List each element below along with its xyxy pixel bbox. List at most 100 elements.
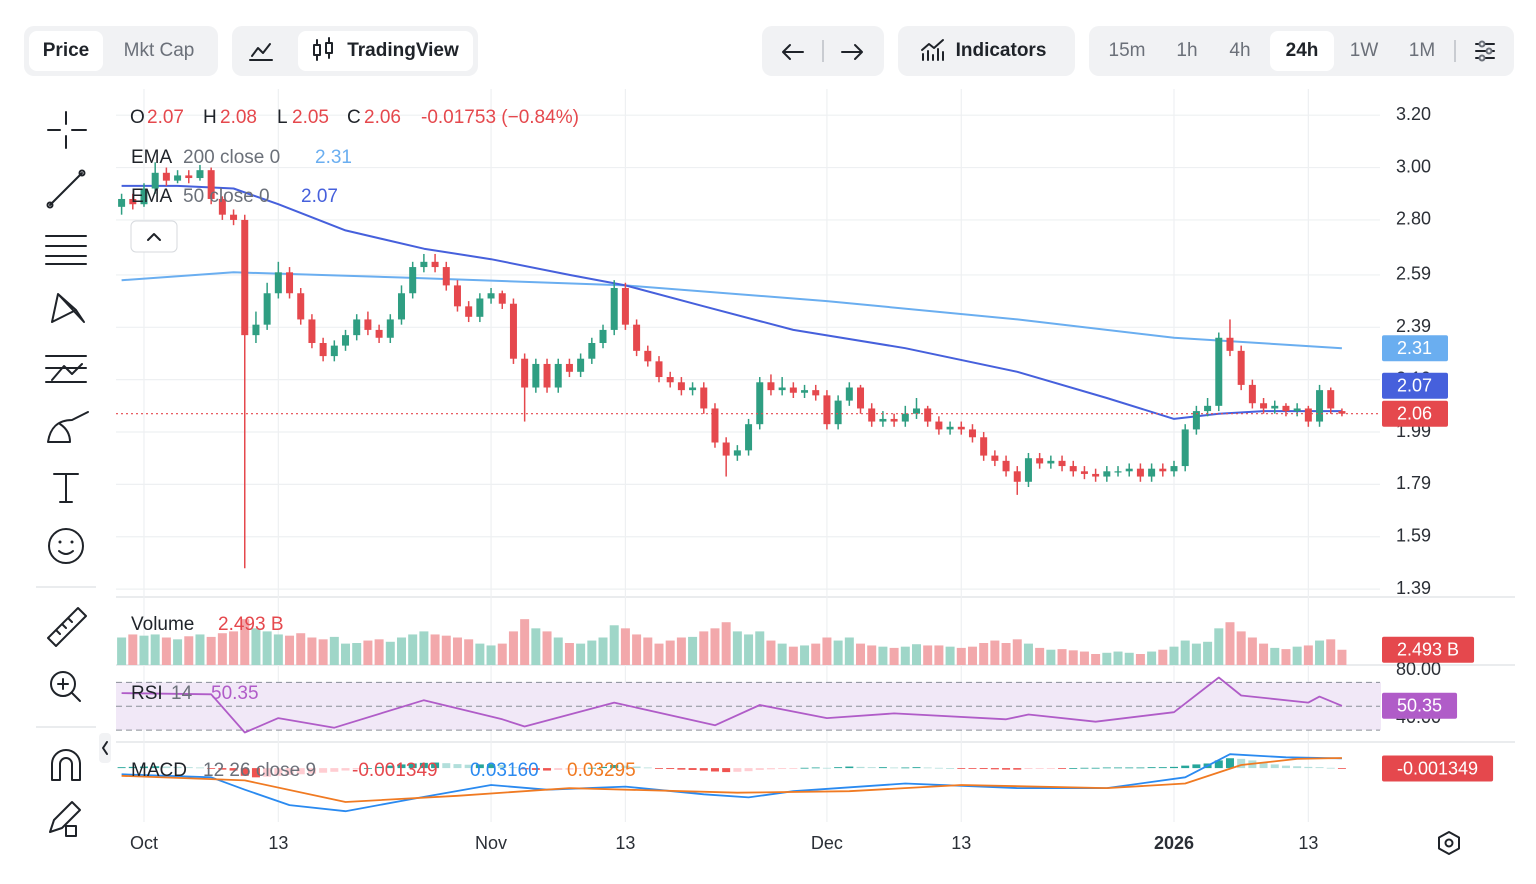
volume-bar	[732, 631, 742, 665]
volume-bar	[452, 637, 462, 665]
candle-body	[174, 175, 182, 181]
forward-button[interactable]	[841, 44, 863, 60]
settings-button[interactable]	[1475, 40, 1495, 62]
volume-bar	[1236, 631, 1246, 665]
emoji-tool[interactable]	[48, 528, 84, 564]
volume-bar	[643, 637, 653, 665]
macd-histogram-bar	[531, 768, 540, 770]
macd-histogram-bar	[397, 764, 406, 769]
volume-bar	[161, 637, 171, 665]
x-tick-label: Dec	[811, 833, 843, 853]
volume-bar	[856, 643, 866, 665]
back-button[interactable]	[782, 44, 804, 60]
volume-bar	[150, 634, 160, 665]
macd-histogram-bar	[1136, 767, 1145, 769]
interval[interactable]: 1M	[1409, 40, 1435, 61]
candle-body	[521, 358, 529, 388]
candle-body	[1159, 468, 1167, 472]
brush-tool[interactable]	[47, 411, 89, 443]
volume-bar	[755, 631, 765, 665]
volume-bar	[923, 645, 933, 665]
fib-tool[interactable]	[45, 235, 87, 265]
candle-body	[330, 345, 338, 357]
macd-histogram-bar	[901, 767, 910, 769]
volume-bar	[867, 645, 877, 665]
macd-histogram-bar	[811, 767, 820, 769]
volume-bar	[430, 634, 440, 665]
interval[interactable]: 1W	[1350, 40, 1379, 61]
interval[interactable]: 4h	[1229, 40, 1250, 61]
macd-histogram-bar	[1192, 764, 1201, 769]
indicators-button[interactable]	[898, 26, 1075, 76]
macd-histogram-bar	[733, 768, 742, 772]
active-toggle[interactable]	[298, 31, 473, 71]
tradingview-tab[interactable]: TradingView	[347, 40, 459, 61]
volume-bar	[486, 645, 496, 665]
interval[interactable]: 1h	[1176, 40, 1197, 61]
candle-body	[733, 450, 741, 456]
macd-histogram-bar	[1102, 767, 1111, 769]
active-interval[interactable]	[1270, 31, 1334, 71]
legend-name: Volume	[131, 614, 194, 635]
legend-low: 2.05	[292, 107, 329, 128]
crosshair-tool[interactable]	[47, 111, 87, 149]
mktcap-tab[interactable]: Mkt Cap	[124, 40, 195, 61]
active-toggle[interactable]	[29, 31, 103, 71]
text-tool[interactable]	[53, 473, 79, 503]
candle-body	[1304, 408, 1312, 422]
macd-histogram-bar	[296, 768, 305, 775]
macd-histogram-bar	[867, 767, 876, 769]
candle-body	[118, 198, 126, 207]
candle-body	[1080, 471, 1088, 474]
legend-name: MACD	[131, 760, 187, 781]
candle-icon	[313, 37, 333, 61]
line-chart-icon[interactable]	[249, 43, 273, 61]
value-tag-label: 50.35	[1397, 696, 1442, 716]
macd-histogram-bar	[1315, 767, 1324, 769]
price-tab[interactable]: Price	[43, 40, 89, 61]
volume-bar	[1180, 640, 1190, 665]
macd-histogram-bar	[1024, 768, 1033, 770]
volume-bar	[576, 643, 586, 665]
macd-histogram-bar	[1270, 764, 1279, 769]
candle-body	[1170, 466, 1178, 472]
candle-body	[1293, 408, 1301, 412]
prediction-tool[interactable]	[45, 355, 87, 383]
collapse-handle[interactable]	[99, 733, 111, 763]
value-tag-label: -0.001349	[1397, 758, 1478, 778]
candle-body	[263, 293, 271, 325]
candle-body	[935, 421, 943, 430]
volume-bar	[945, 646, 955, 665]
candle-body	[1181, 429, 1189, 467]
interval[interactable]: 24h	[1286, 40, 1319, 61]
interval[interactable]: 15m	[1109, 40, 1146, 61]
volume-bar	[900, 646, 910, 665]
volume-bar	[744, 634, 754, 665]
magnet-tool[interactable]	[51, 749, 81, 781]
macd-histogram-bar	[957, 768, 966, 769]
volume-bar	[1124, 652, 1134, 665]
volume-bar	[318, 639, 328, 665]
candle-body	[655, 361, 663, 378]
y-tick-label: 3.20	[1396, 104, 1431, 124]
indicators-label[interactable]: Indicators	[956, 40, 1047, 61]
lock-tool[interactable]	[49, 801, 81, 837]
pattern-tool[interactable]	[51, 293, 85, 323]
candle-body	[151, 172, 159, 189]
x-tick-label: Nov	[475, 833, 507, 853]
macd-histogram-bar	[1013, 768, 1022, 770]
zoom-tool[interactable]	[50, 671, 76, 697]
volume-bar	[564, 643, 574, 665]
volume-bar	[1326, 639, 1336, 665]
macd-histogram-bar	[162, 766, 171, 769]
chart-settings-button[interactable]	[1438, 831, 1460, 855]
candle-body	[1069, 466, 1077, 472]
volume-bar	[1158, 649, 1168, 665]
trendline-tool[interactable]	[49, 172, 83, 206]
collapse-legend-button[interactable]	[130, 220, 178, 253]
macd-histogram-bar	[599, 766, 608, 769]
measure-tool[interactable]	[47, 607, 87, 647]
volume-bar	[811, 643, 821, 665]
volume-bar	[587, 640, 597, 665]
macd-histogram-bar	[240, 768, 249, 776]
